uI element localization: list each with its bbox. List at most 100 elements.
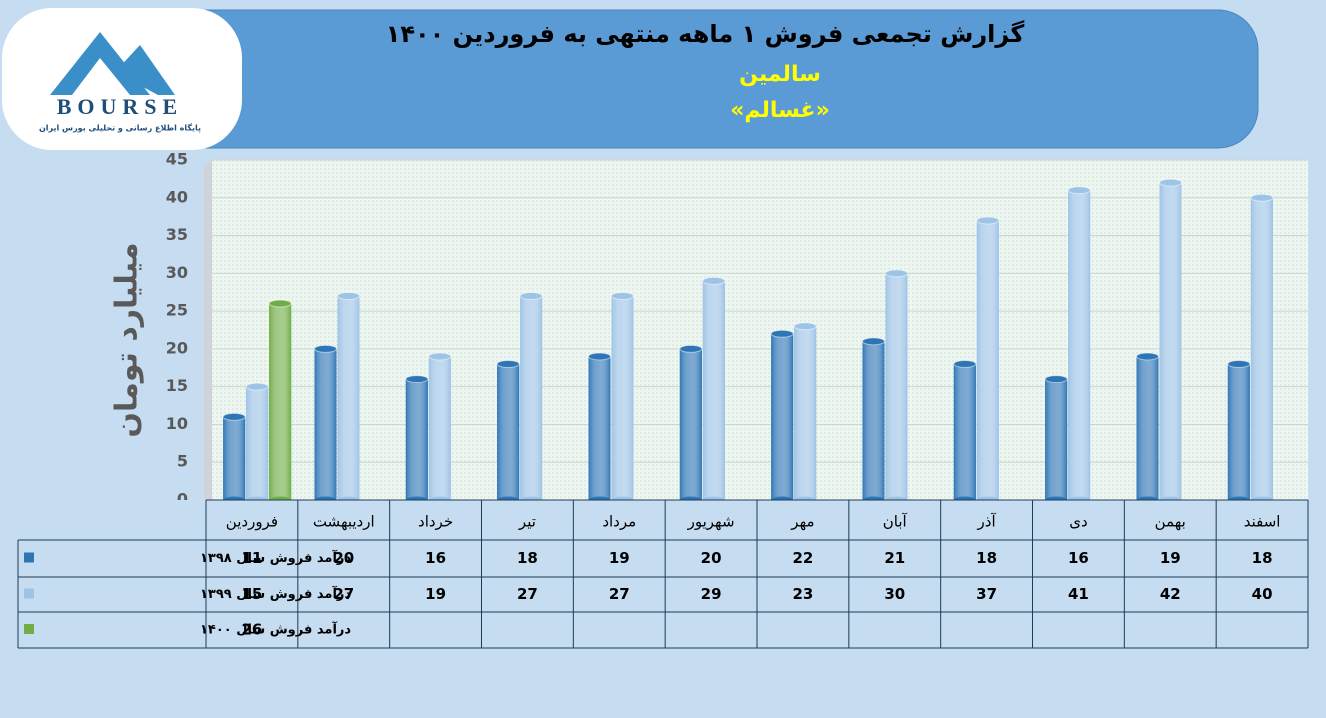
bar-shade — [405, 379, 428, 500]
x-tick-label: اسفند — [1244, 513, 1281, 531]
bar-cap — [1044, 375, 1068, 384]
table-value: 19 — [1160, 549, 1181, 567]
x-tick-label: خرداد — [418, 513, 453, 531]
bar-shade — [702, 280, 725, 500]
bar-cap — [222, 412, 246, 421]
plot-area — [212, 160, 1308, 500]
bar-shade — [1250, 197, 1273, 500]
bar-cap — [885, 269, 908, 278]
bar-cap — [793, 322, 817, 331]
y-tick-label: 45 — [166, 150, 188, 169]
bar-cap — [679, 344, 703, 353]
bar-cap — [588, 352, 611, 361]
table-value: 20 — [333, 549, 354, 567]
table-value: 21 — [884, 549, 905, 567]
bar-shade — [953, 364, 976, 500]
table-value: 20 — [701, 549, 722, 567]
logo-subtitle: پایگاه اطلاع رسانی و تحلیلی بورس ایران — [39, 123, 201, 134]
bar-cap — [611, 292, 634, 300]
x-tick-label: مرداد — [602, 513, 636, 531]
bar-cap — [496, 360, 520, 368]
bar-cap — [702, 276, 726, 285]
y-tick-label: 15 — [166, 376, 188, 395]
y-tick-label: 30 — [166, 263, 188, 282]
x-tick-label: آبان — [883, 513, 908, 531]
x-tick-label: فروردین — [226, 513, 278, 531]
bar-cap — [337, 292, 360, 300]
legend-swatch — [24, 588, 34, 599]
bar-cap — [1159, 178, 1182, 187]
y-tick-label: 10 — [166, 414, 188, 433]
x-tick-label: دی — [1069, 513, 1087, 531]
bar-shade — [976, 220, 999, 500]
bar-cap — [314, 344, 337, 353]
table-value: 23 — [792, 585, 813, 603]
y-tick-label: 0 — [177, 490, 188, 509]
logo-shape — [50, 32, 150, 95]
chart-title: گزارش تجمعی فروش ۱ ماهه منتهی به فروردین… — [386, 20, 1025, 48]
bar-cap — [245, 382, 269, 391]
table-value: 27 — [517, 585, 538, 603]
table-value: 18 — [1252, 549, 1273, 567]
bar-shade — [223, 416, 246, 500]
bar-shade — [588, 356, 611, 500]
bar-cap — [519, 292, 543, 300]
bar-shade — [337, 296, 360, 500]
bar-shade — [314, 348, 337, 500]
table-value: 29 — [701, 585, 722, 603]
table-value: 40 — [1252, 585, 1273, 603]
bar-shade — [497, 364, 520, 500]
y-tick-label: 25 — [166, 301, 188, 320]
bar-cap — [428, 352, 452, 361]
bar-shade — [246, 386, 269, 500]
bar-cap — [1250, 193, 1274, 202]
table-background — [18, 500, 1308, 648]
bar-cap — [770, 329, 794, 338]
x-tick-label: اردیبهشت — [313, 513, 375, 531]
table-value: 11 — [241, 549, 262, 567]
table-value: 26 — [241, 621, 262, 639]
bar-shade — [862, 341, 885, 500]
table-value: 16 — [425, 549, 446, 567]
bar-cap — [268, 299, 292, 308]
y-tick-label: 5 — [177, 452, 188, 471]
bar-cap — [1227, 360, 1251, 368]
y-tick-label: 35 — [166, 225, 188, 244]
bar-cap — [953, 360, 977, 368]
bar-shade — [771, 333, 794, 500]
table-value: 19 — [425, 585, 446, 603]
table-value: 15 — [241, 585, 262, 603]
table-value: 16 — [1068, 549, 1089, 567]
legend-label: درآمد فروش سال ۱۴۰۰ — [200, 621, 351, 638]
bar-shade — [1227, 364, 1250, 500]
bar-shade — [520, 296, 543, 500]
bar-cap — [1067, 186, 1091, 195]
table-value: 42 — [1160, 585, 1181, 603]
table-value: 19 — [609, 549, 630, 567]
bar-shade — [1136, 356, 1159, 500]
bar-cap — [862, 337, 885, 346]
legend-swatch — [24, 552, 34, 563]
y-axis-label: میلیارد تومان — [110, 242, 145, 437]
chart-subtitle: سالمین — [739, 62, 821, 87]
x-tick-label: تیر — [518, 513, 536, 531]
table-value: 18 — [976, 549, 997, 567]
x-tick-label: شهریور — [687, 513, 735, 531]
table-value: 18 — [517, 549, 538, 567]
bar-shade — [794, 326, 817, 500]
bar-cap — [1136, 352, 1159, 361]
x-tick-label: مهر — [790, 513, 814, 531]
bar-cap — [405, 375, 429, 384]
legend-label: درآمد فروش سال ۱۳۹۸ — [200, 549, 351, 566]
table-value: 37 — [976, 585, 997, 603]
bar-shade — [1068, 190, 1091, 500]
legend-label: درآمد فروش سال ۱۳۹۹ — [200, 585, 351, 602]
table-value: 30 — [884, 585, 905, 603]
bar-shade — [885, 273, 908, 500]
table-value: 27 — [609, 585, 630, 603]
plot-wall — [204, 160, 212, 506]
bar-shade — [1159, 182, 1182, 500]
bar-shade — [611, 296, 634, 500]
bar-shade — [679, 348, 702, 500]
